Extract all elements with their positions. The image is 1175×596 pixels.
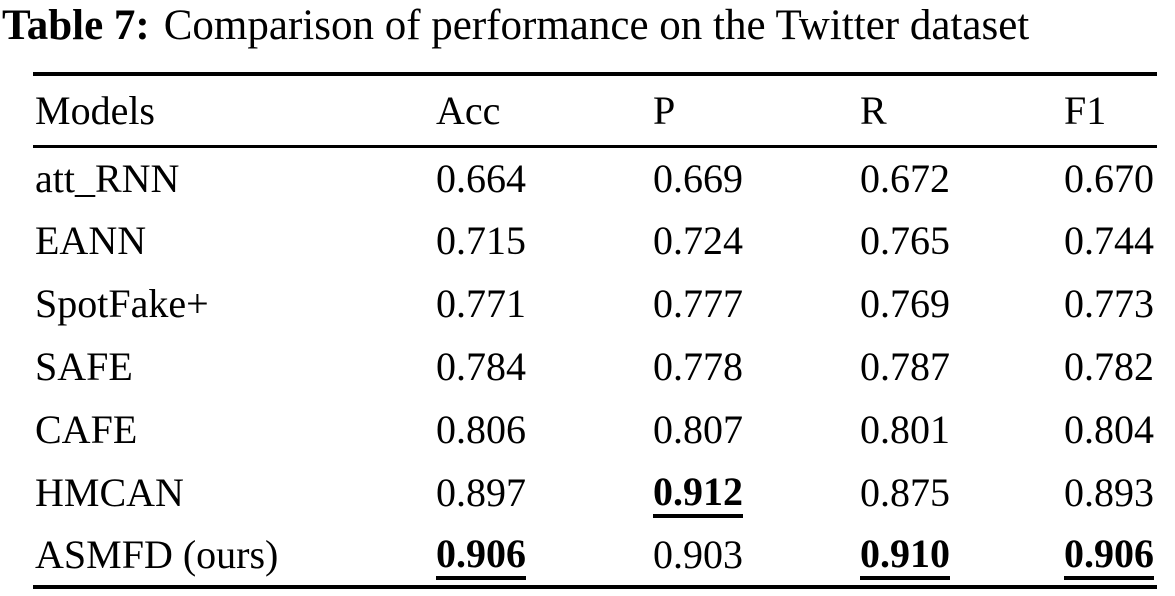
cell-value: 0.903 [653, 532, 743, 577]
r-cell: 0.910 [858, 524, 1062, 587]
f1-cell: 0.782 [1062, 335, 1157, 398]
table-row: att_RNN 0.664 0.669 0.672 0.670 [33, 146, 1157, 209]
header-r: R [858, 74, 1062, 148]
p-cell: 0.807 [651, 398, 858, 461]
acc-cell: 0.771 [434, 272, 651, 335]
model-name-cell: CAFE [33, 398, 434, 461]
p-cell: 0.777 [651, 272, 858, 335]
cell-value: 0.672 [860, 155, 950, 201]
cell-value: 0.801 [860, 407, 950, 452]
p-cell: 0.912 [651, 461, 858, 524]
model-name: CAFE [35, 407, 138, 452]
header-row: Models Acc P R F1 [33, 74, 1157, 148]
table-caption-label: Table 7: [2, 2, 150, 49]
header-p: P [651, 74, 858, 148]
f1-cell: 0.804 [1062, 398, 1157, 461]
r-cell: 0.875 [858, 461, 1062, 524]
acc-cell: 0.784 [434, 335, 651, 398]
performance-table: Models Acc P R F1 att_RNN 0.664 0.669 0.… [33, 72, 1157, 589]
table-row: SpotFake+ 0.771 0.777 0.769 0.773 [33, 272, 1157, 335]
table-row: CAFE 0.806 0.807 0.801 0.804 [33, 398, 1157, 461]
p-cell: 0.669 [651, 146, 858, 209]
cell-value: 0.778 [653, 344, 743, 389]
table-row: HMCAN 0.897 0.912 0.875 0.893 [33, 461, 1157, 524]
acc-cell: 0.715 [434, 209, 651, 272]
cell-value: 0.787 [860, 344, 950, 389]
cell-value: 0.724 [653, 218, 743, 263]
cell-value: 0.804 [1064, 407, 1154, 452]
cell-value: 0.910 [860, 532, 950, 580]
cell-value: 0.771 [436, 281, 526, 326]
p-cell: 0.778 [651, 335, 858, 398]
f1-cell: 0.906 [1062, 524, 1157, 587]
model-name-cell: att_RNN [33, 146, 434, 209]
cell-value: 0.806 [436, 407, 526, 452]
model-name-cell: EANN [33, 209, 434, 272]
table-row: SAFE 0.784 0.778 0.787 0.782 [33, 335, 1157, 398]
model-name: SAFE [35, 344, 133, 389]
cell-value: 0.782 [1064, 344, 1154, 389]
cell-value: 0.897 [436, 470, 526, 515]
p-cell: 0.724 [651, 209, 858, 272]
table-row: ASMFD (ours) 0.906 0.903 0.910 0.906 [33, 524, 1157, 587]
model-name-cell: HMCAN [33, 461, 434, 524]
cell-value: 0.875 [860, 470, 950, 515]
cell-value: 0.906 [1064, 532, 1154, 580]
model-name: ASMFD (ours) [35, 532, 279, 577]
acc-cell: 0.664 [434, 146, 651, 209]
cell-value: 0.777 [653, 281, 743, 326]
cell-value: 0.670 [1064, 155, 1154, 201]
model-name-cell: SAFE [33, 335, 434, 398]
r-cell: 0.765 [858, 209, 1062, 272]
cell-value: 0.906 [436, 532, 526, 580]
model-name: HMCAN [35, 470, 184, 515]
f1-cell: 0.773 [1062, 272, 1157, 335]
cell-value: 0.669 [653, 155, 743, 201]
cell-value: 0.765 [860, 218, 950, 263]
acc-cell: 0.806 [434, 398, 651, 461]
model-name-cell: SpotFake+ [33, 272, 434, 335]
r-cell: 0.769 [858, 272, 1062, 335]
f1-cell: 0.893 [1062, 461, 1157, 524]
header-acc: Acc [434, 74, 651, 148]
r-cell: 0.672 [858, 146, 1062, 209]
r-cell: 0.801 [858, 398, 1062, 461]
cell-value: 0.912 [653, 470, 743, 518]
cell-value: 0.773 [1064, 281, 1154, 326]
model-name: att_RNN [35, 155, 180, 201]
cell-value: 0.769 [860, 281, 950, 326]
cell-value: 0.664 [436, 155, 526, 201]
p-cell: 0.903 [651, 524, 858, 587]
table-caption: Table 7: Comparison of performance on the… [2, 0, 1029, 52]
acc-cell: 0.897 [434, 461, 651, 524]
model-name-cell: ASMFD (ours) [33, 524, 434, 587]
r-cell: 0.787 [858, 335, 1062, 398]
table-row: EANN 0.715 0.724 0.765 0.744 [33, 209, 1157, 272]
model-name: SpotFake+ [35, 281, 209, 326]
table-caption-text: Comparison of performance on the Twitter… [163, 2, 1030, 49]
header-f1: F1 [1062, 74, 1157, 148]
model-name: EANN [35, 218, 147, 263]
cell-value: 0.744 [1064, 218, 1154, 263]
cell-value: 0.893 [1064, 470, 1154, 515]
header-models: Models [33, 74, 434, 148]
cell-value: 0.807 [653, 407, 743, 452]
f1-cell: 0.670 [1062, 146, 1157, 209]
acc-cell: 0.906 [434, 524, 651, 587]
cell-value: 0.715 [436, 218, 526, 263]
f1-cell: 0.744 [1062, 209, 1157, 272]
cell-value: 0.784 [436, 344, 526, 389]
